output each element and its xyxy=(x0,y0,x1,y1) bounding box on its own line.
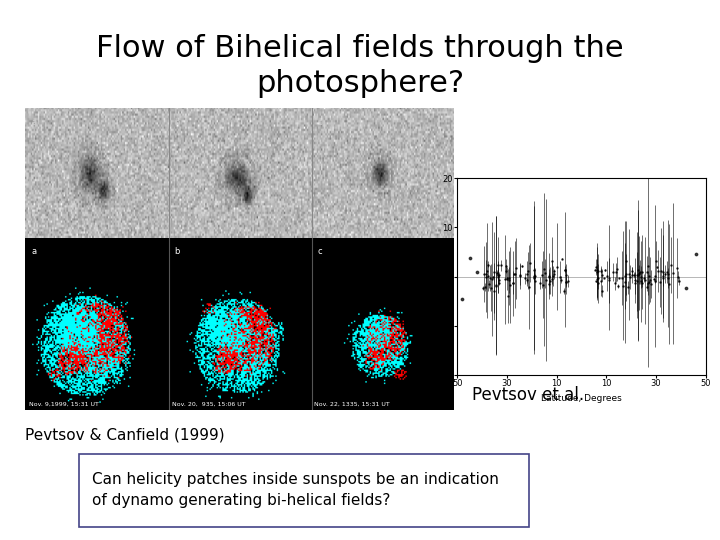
Point xyxy=(690,249,701,258)
Point xyxy=(456,295,468,303)
Y-axis label: $\alpha_{best}$, $10^{-2}$ m$^{-1}$: $\alpha_{best}$, $10^{-2}$ m$^{-1}$ xyxy=(424,247,438,306)
Text: photosphere?: photosphere? xyxy=(256,69,464,98)
Point xyxy=(680,284,691,292)
Text: a: a xyxy=(32,118,37,127)
Text: Flow of Bihelical fields through the: Flow of Bihelical fields through the xyxy=(96,34,624,63)
Text: Nov. 20,  935, 15:06 UT: Nov. 20, 935, 15:06 UT xyxy=(171,402,246,407)
Text: c: c xyxy=(318,247,322,256)
X-axis label: Latitude, Degrees: Latitude, Degrees xyxy=(541,394,622,403)
Text: a: a xyxy=(32,247,37,256)
Text: Can helicity patches inside sunspots be an indication
of dynamo generating bi-he: Can helicity patches inside sunspots be … xyxy=(92,472,499,508)
Text: b: b xyxy=(174,118,180,127)
Text: Pevtsov & Canfield (1999): Pevtsov & Canfield (1999) xyxy=(25,427,225,442)
Text: Pevtsov et al.: Pevtsov et al. xyxy=(472,386,584,404)
Text: b: b xyxy=(174,247,180,256)
Text: c: c xyxy=(318,118,322,127)
Text: Nov. 9,1999, 15:31 UT: Nov. 9,1999, 15:31 UT xyxy=(29,402,99,407)
Point xyxy=(464,254,475,262)
FancyBboxPatch shape xyxy=(79,454,529,526)
Point xyxy=(472,267,483,276)
Text: Nov. 22, 1335, 15:31 UT: Nov. 22, 1335, 15:31 UT xyxy=(315,402,390,407)
